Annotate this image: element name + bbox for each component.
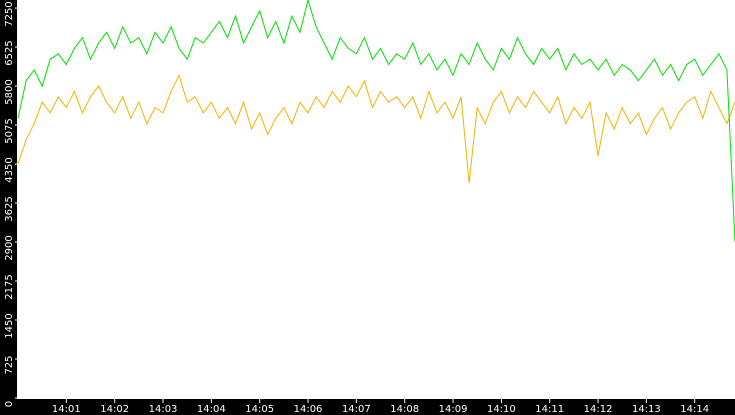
x-tick-label: 14:10 [487, 404, 516, 415]
x-tick-label: 14:12 [584, 404, 613, 415]
x-tick-label: 14:05 [245, 404, 274, 415]
y-tick-label: 725 [4, 355, 15, 374]
x-tick-label: 14:06 [294, 404, 323, 415]
y-tick-label: 1450 [4, 313, 15, 338]
x-tick-label: 14:11 [535, 404, 564, 415]
x-tick-label: 14:09 [439, 404, 468, 415]
series-line [17, 0, 735, 243]
x-tick-label: 14:07 [342, 404, 371, 415]
x-tick-label: 14:02 [100, 404, 129, 415]
series-line [17, 73, 735, 183]
y-tick-label: 2175 [4, 274, 15, 299]
y-tick-label: 4350 [4, 157, 15, 182]
x-tick-label: 14:01 [52, 404, 81, 415]
x-tick-label: 14:08 [390, 404, 419, 415]
x-tick-label: 14:14 [680, 404, 709, 415]
y-tick-label: 6525 [4, 40, 15, 65]
x-tick-label: 14:04 [197, 404, 226, 415]
y-tick-label: 0 [4, 401, 15, 407]
y-tick-label: 5075 [4, 118, 15, 143]
y-axis-band [0, 0, 17, 415]
x-tick-label: 14:13 [632, 404, 661, 415]
y-tick-label: 7250 [4, 1, 15, 26]
y-tick-label: 5800 [4, 79, 15, 104]
y-tick-label: 3625 [4, 196, 15, 221]
x-axis-band [0, 399, 735, 415]
x-tick-label: 14:03 [149, 404, 178, 415]
y-tick-label: 2900 [4, 235, 15, 260]
